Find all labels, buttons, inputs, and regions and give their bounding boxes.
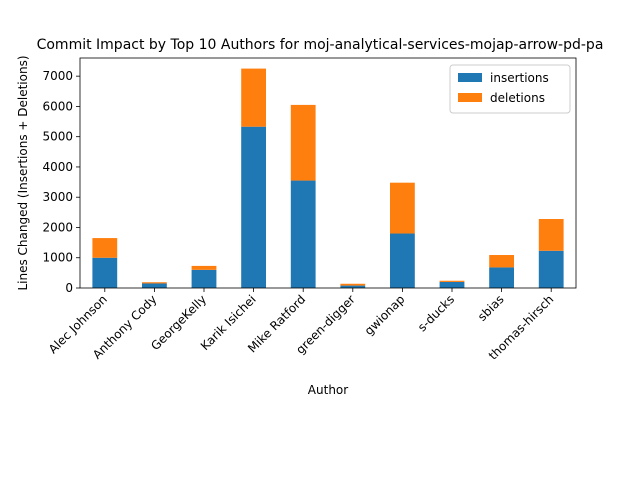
bar-deletions-5 xyxy=(340,283,366,286)
chart-title: Commit Impact by Top 10 Authors for moj-… xyxy=(37,37,604,53)
bar-deletions-6 xyxy=(390,182,415,234)
bar-deletions-7 xyxy=(439,280,465,282)
bar-deletions-8 xyxy=(489,255,514,268)
bar-deletions-4 xyxy=(290,104,316,181)
y-tick-label: 5000 xyxy=(42,130,73,144)
legend-label-deletions: deletions xyxy=(490,91,545,105)
y-tick-label: 3000 xyxy=(42,190,73,204)
bar-deletions-1 xyxy=(142,282,167,284)
y-tick-label: 4000 xyxy=(42,160,73,174)
legend-swatch-insertions xyxy=(458,73,482,82)
bar-insertions-6 xyxy=(390,233,415,288)
bar-insertions-8 xyxy=(489,267,514,288)
y-tick-label: 7000 xyxy=(42,69,73,83)
bar-insertions-0 xyxy=(92,257,118,288)
bar-insertions-3 xyxy=(241,126,266,289)
bar-insertions-9 xyxy=(538,250,564,288)
y-tick-label: 1000 xyxy=(42,251,73,265)
bar-insertions-4 xyxy=(290,180,316,288)
x-axis-label: Author xyxy=(308,383,348,397)
x-tick-label: gwionap xyxy=(362,292,408,338)
legend-label-insertions: insertions xyxy=(490,71,549,85)
bar-insertions-1 xyxy=(142,283,167,288)
bar-deletions-3 xyxy=(241,68,266,127)
y-axis: 0 1000 2000 3000 4000 5000 6000 7000 xyxy=(42,69,80,295)
y-tick-label: 2000 xyxy=(42,220,73,234)
bar-deletions-2 xyxy=(191,265,217,270)
bar-deletions-0 xyxy=(92,238,118,258)
plot-frame xyxy=(79,57,577,289)
bars-group xyxy=(92,68,564,289)
bar-deletions-9 xyxy=(538,219,564,251)
bar-insertions-5 xyxy=(340,285,366,288)
y-tick-label: 6000 xyxy=(42,99,73,113)
legend-swatch-deletions xyxy=(458,93,482,102)
bar-insertions-2 xyxy=(191,269,217,288)
bar-insertions-7 xyxy=(439,281,465,288)
y-axis-label: Lines Changed (Insertions + Deletions) xyxy=(16,55,30,290)
legend: insertions deletions xyxy=(449,64,571,114)
y-tick-label: 0 xyxy=(65,281,73,295)
x-tick-label: sbias xyxy=(475,292,507,324)
x-tick-label: s-ducks xyxy=(415,292,457,334)
